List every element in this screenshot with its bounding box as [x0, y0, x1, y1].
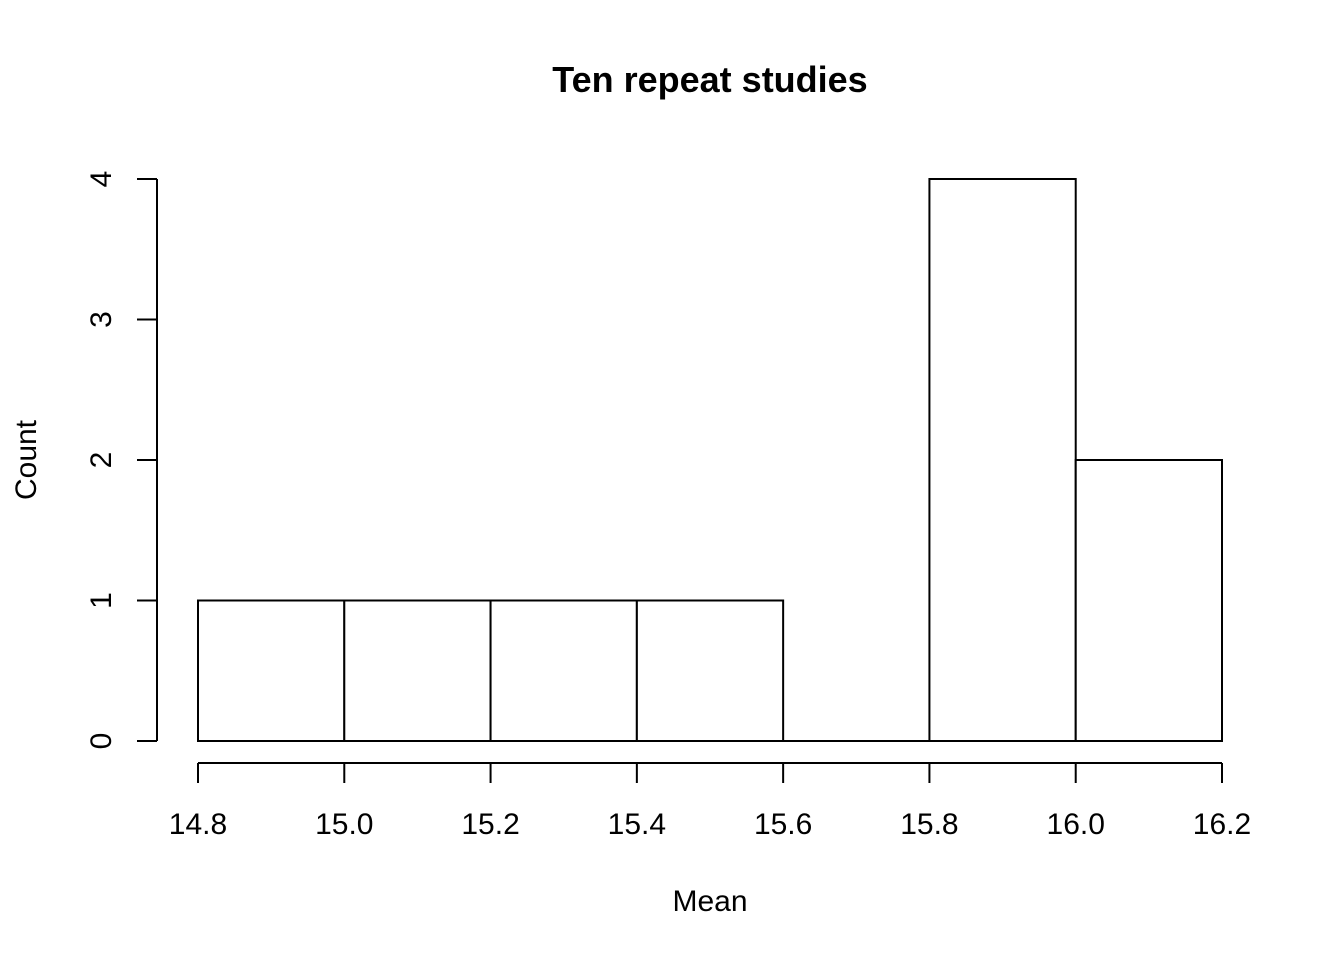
x-tick-label: 15.0 [315, 808, 373, 841]
histogram-bar-6 [1074, 459, 1223, 742]
y-axis: 0 1 2 3 4 [85, 171, 158, 750]
histogram-bar-3 [635, 599, 785, 742]
histogram-bar-5 [928, 178, 1077, 742]
y-axis-label: Count [10, 419, 43, 500]
y-tick-label: 3 [85, 311, 118, 328]
histogram-bar-2 [489, 599, 638, 742]
bars-group [197, 178, 1223, 742]
y-tick-label: 1 [85, 592, 118, 609]
x-tick-label: 15.2 [461, 808, 519, 841]
x-tick-label: 16.2 [1193, 808, 1251, 841]
x-axis: 14.8 15.0 15.2 15.4 15.6 15.8 16.0 16.2 [169, 762, 1251, 841]
histogram-bar-1 [343, 599, 492, 742]
y-tick-label: 0 [85, 733, 118, 750]
x-tick-label: 14.8 [169, 808, 227, 841]
y-tick-label: 4 [85, 171, 118, 188]
x-tick-label: 15.6 [754, 808, 812, 841]
x-tick-label: 15.4 [608, 808, 666, 841]
histogram-bar-0 [197, 599, 346, 742]
x-axis-label: Mean [672, 885, 747, 918]
y-tick-label: 2 [85, 452, 118, 469]
x-tick-label: 15.8 [900, 808, 958, 841]
x-tick-label: 16.0 [1047, 808, 1105, 841]
chart-title: Ten repeat studies [552, 59, 867, 100]
